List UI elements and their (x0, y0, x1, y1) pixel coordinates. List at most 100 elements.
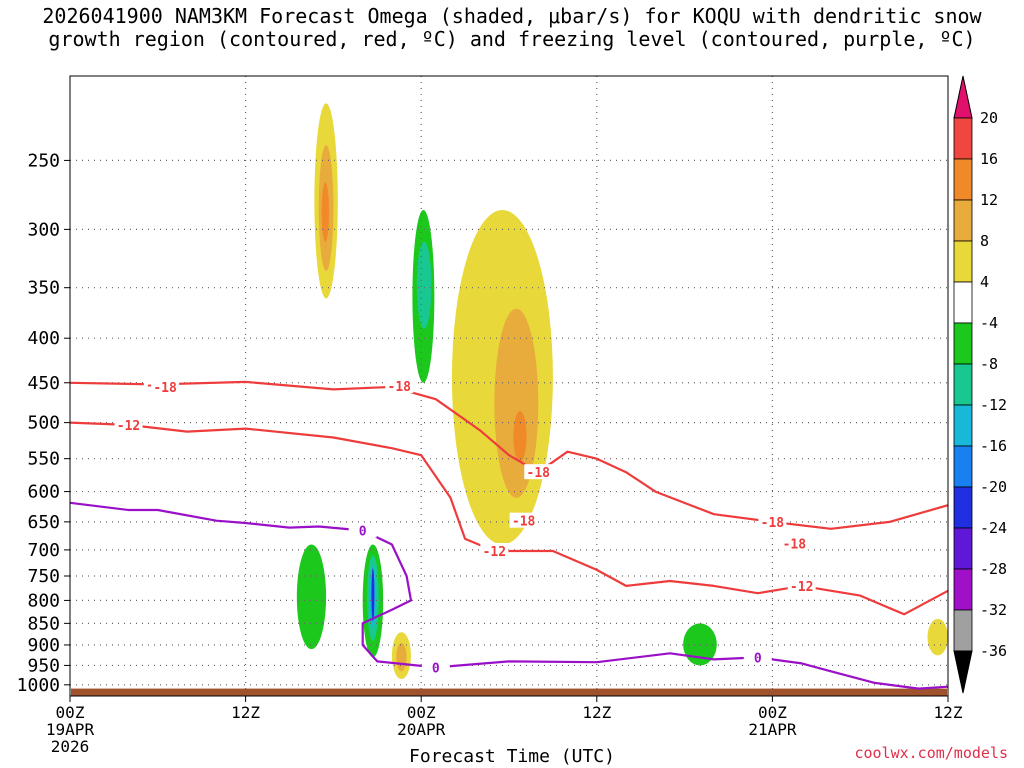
y-tick-label: 550 (27, 449, 60, 470)
colorbar-over-triangle (953, 75, 973, 119)
y-tick-label: 750 (27, 566, 60, 587)
x-tick-label: 12Z (934, 703, 963, 722)
chart-title-line2: growth region (contoured, red, ºC) and f… (48, 27, 976, 51)
y-tick-label: 900 (27, 635, 60, 656)
omega-shaded-region (494, 308, 539, 498)
y-tick-label: 400 (27, 328, 60, 349)
contour-label-bg (758, 513, 787, 529)
colorbar-label: -4 (980, 314, 998, 332)
colorbar-bin (953, 404, 973, 447)
y-tick-label: 350 (27, 278, 60, 299)
colorbar-bin (953, 363, 973, 406)
contour-label-bg (524, 464, 553, 480)
y-tick-label: 450 (27, 373, 60, 394)
omega-shaded-region (927, 618, 948, 656)
colorbar-label: -8 (980, 355, 998, 373)
omega-shaded-region (513, 411, 527, 463)
omega-shaded-region (321, 182, 330, 242)
colorbar-label: 4 (980, 273, 989, 291)
x-tick-label: 2026 (51, 737, 90, 756)
colorbar-label: -32 (980, 601, 1007, 619)
colorbar-label: 8 (980, 232, 989, 250)
contour-label-bg (743, 649, 772, 665)
omega-colorbar: 20 16 12 8 4 -4 -8 -12 -16 -20 -24 -28 -32 -36 (953, 75, 1007, 694)
chart-title-line1: 2026041900 NAM3KM Forecast Omega (shaded… (42, 4, 982, 28)
colorbar-bin (953, 527, 973, 570)
y-tick-label: 250 (27, 150, 60, 171)
credit-label: coolwx.com/models (854, 744, 1008, 762)
colorbar-bin (953, 158, 973, 201)
y-tick-label: 600 (27, 482, 60, 503)
y-tick-label: 700 (27, 540, 60, 561)
contour-label-bg (348, 522, 377, 538)
contour-label-bg (114, 416, 143, 432)
gridlines (70, 76, 948, 696)
x-axis-label: Forecast Time (UTC) (409, 746, 615, 767)
x-tick-label: 19APR (46, 720, 95, 739)
omega-shaded-region (296, 544, 327, 650)
colorbar-label: -24 (980, 519, 1007, 537)
colorbar-label: 16 (980, 150, 998, 168)
contour-label: -18 (783, 537, 807, 552)
contour-label: -18 (153, 381, 177, 396)
y-tick-label: 500 (27, 413, 60, 434)
contour-label: -12 (483, 545, 506, 560)
y-tick-label: 300 (27, 219, 60, 240)
y-tick-label: 1000 (17, 675, 60, 696)
contour-label: -18 (388, 380, 412, 395)
colorbar-label: 20 (980, 109, 998, 127)
contour-label: -18 (527, 466, 551, 481)
contour-label-bg (509, 512, 538, 528)
y-tick-label: 950 (27, 655, 60, 676)
colorbar-bin (953, 281, 973, 324)
colorbar-bin (953, 322, 973, 365)
contour-label: 0 (432, 661, 440, 676)
colorbar-bin (953, 117, 973, 160)
contour-label: 0 (359, 524, 367, 539)
contour-label-bg (151, 378, 180, 394)
x-tick-label: 00Z (758, 703, 787, 722)
contour-label: -12 (117, 419, 140, 434)
y-tick-label: 650 (27, 512, 60, 533)
colorbar-bin (953, 445, 973, 488)
plot-frame (69, 75, 949, 697)
colorbar-label: -16 (980, 437, 1007, 455)
x-tick-label: 00Z (407, 703, 436, 722)
colorbar-bin (953, 240, 973, 283)
x-tick-label: 12Z (231, 703, 260, 722)
contour-label-bg (787, 577, 816, 593)
omega-shaded-region (416, 241, 432, 329)
x-tick-label: 20APR (397, 720, 446, 739)
colorbar-label: -20 (980, 478, 1007, 496)
colorbar-under-triangle (953, 650, 973, 694)
omega-shaded-region (396, 642, 407, 672)
y-tick-label: 800 (27, 590, 60, 611)
colorbar-bin (953, 609, 973, 652)
contour-label-bg (780, 535, 809, 551)
contour-label: -18 (512, 515, 536, 530)
freezing-level-contour (70, 501, 948, 690)
contour-label-bg (480, 542, 509, 558)
colorbar-bin (953, 199, 973, 242)
omega-shaded-region (371, 568, 375, 622)
y-tick-label: 850 (27, 613, 60, 634)
contour-label: 0 (754, 651, 762, 666)
contour-label-bg (421, 659, 450, 675)
contour-label: -12 (790, 580, 813, 595)
contour-label: -18 (761, 516, 785, 531)
contour-label-bg (385, 378, 414, 394)
ground-surface (71, 688, 947, 696)
colorbar-label: 12 (980, 191, 998, 209)
x-tick-label: 21APR (748, 720, 797, 739)
colorbar-label: -12 (980, 396, 1007, 414)
x-tick-label: 00Z (56, 703, 85, 722)
colorbar-label: -36 (980, 642, 1007, 660)
colorbar-bin (953, 486, 973, 529)
omega-shaded-region (683, 623, 717, 666)
colorbar-label: -28 (980, 560, 1007, 578)
pressure-axis: 2503003504004505005506006507007508008509… (17, 150, 70, 696)
x-tick-label: 12Z (582, 703, 611, 722)
